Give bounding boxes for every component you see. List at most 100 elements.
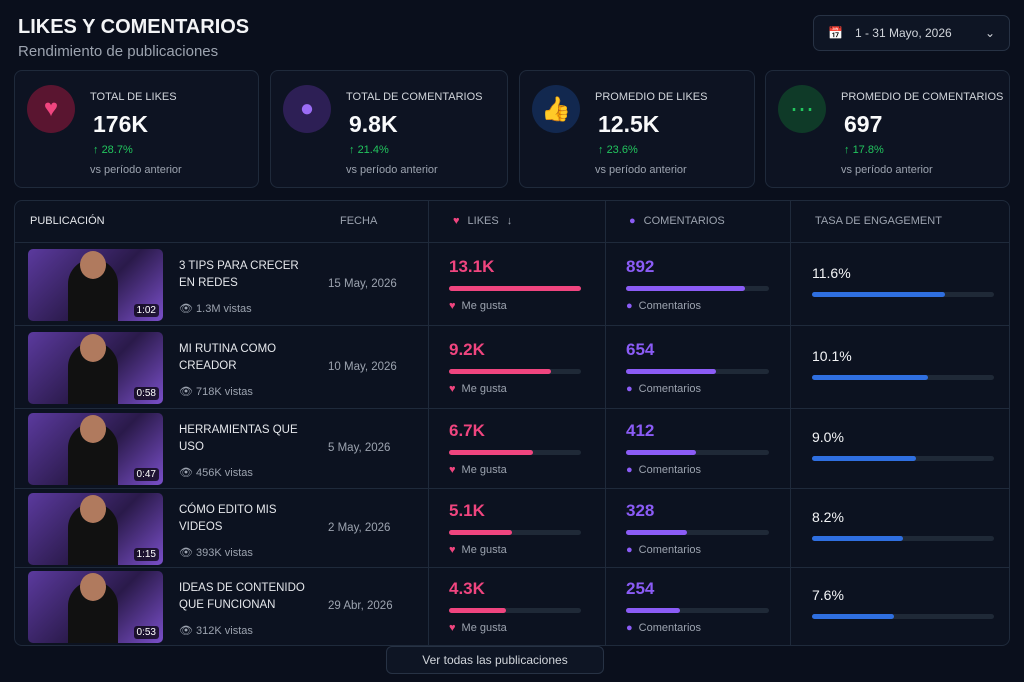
views-value: 312K vistas bbox=[196, 625, 253, 637]
engagement-bar bbox=[812, 456, 994, 461]
view-all-button[interactable]: Ver todas las publicaciones bbox=[386, 646, 604, 674]
likes-value: 4.3K bbox=[449, 579, 485, 598]
thumbs-up-icon: 👍 bbox=[532, 85, 580, 133]
posts-table: PUBLICACIÓN FECHA ♥ LIKES ↓ ● COMENTARIOS T… bbox=[14, 200, 1010, 646]
eye-icon: 👁 bbox=[179, 467, 193, 479]
views-value: 456K vistas bbox=[196, 467, 253, 479]
table-row[interactable]: 1:02 3 TIPS PARA CRECER EN REDES 👁 1.3M … bbox=[15, 242, 1009, 325]
post-thumbnail[interactable]: 1:15 bbox=[28, 492, 163, 565]
post-thumbnail[interactable]: 0:53 bbox=[28, 571, 163, 643]
stat-change: ↑ 28.7% bbox=[93, 144, 133, 156]
comments-sub: ● Comentarios bbox=[626, 383, 701, 395]
stat-subtext: vs período anterior bbox=[90, 164, 182, 176]
arrow-up-icon: ↑ bbox=[349, 144, 355, 156]
likes-bar bbox=[449, 608, 581, 613]
video-duration: 0:47 bbox=[133, 468, 159, 481]
video-duration: 1:02 bbox=[133, 303, 159, 317]
table-row[interactable]: 0:47 HERRAMIENTAS QUE USO 👁 456K vistas … bbox=[15, 408, 1009, 488]
post-thumbnail[interactable]: 1:02 bbox=[28, 248, 163, 321]
comments-bar bbox=[626, 608, 769, 613]
comments-sub: ● Comentarios bbox=[626, 464, 701, 476]
post-date: 10 May, 2026 bbox=[328, 360, 397, 373]
comments-sub-label: Comentarios bbox=[638, 622, 702, 634]
video-duration: 0:58 bbox=[133, 386, 159, 400]
header-comments[interactable]: ● COMENTARIOS bbox=[629, 215, 725, 227]
stat-label: TOTAL DE LIKES bbox=[90, 91, 177, 103]
date-range-picker[interactable]: 📅 1 - 31 Mayo, 2026 ⌄ bbox=[813, 15, 1010, 51]
heart-icon: ♥ bbox=[453, 215, 460, 227]
engagement-value: 8.2% bbox=[812, 508, 844, 525]
post-thumbnail[interactable]: 0:47 bbox=[28, 413, 163, 485]
chat-dots-icon: ⋯ bbox=[778, 85, 826, 133]
comments-value: 328 bbox=[626, 500, 655, 520]
stat-label: TOTAL DE COMENTARIOS bbox=[346, 91, 483, 103]
stat-change-value: 17.8% bbox=[852, 144, 884, 156]
header-post[interactable]: PUBLICACIÓN bbox=[30, 215, 105, 227]
stat-card: 👍 PROMEDIO DE LIKES 12.5K ↑ 23.6% vs per… bbox=[519, 70, 755, 188]
comment-icon: ● bbox=[283, 85, 331, 133]
stat-subtext: vs período anterior bbox=[841, 164, 933, 176]
table-row[interactable]: 0:58 MI RUTINA COMO CREADOR 👁 718K vista… bbox=[15, 325, 1009, 408]
stat-change-value: 21.4% bbox=[357, 144, 389, 156]
likes-value: 5.1K bbox=[449, 500, 485, 520]
stat-change: ↑ 21.4% bbox=[349, 144, 389, 156]
page-subtitle: Rendimiento de publicaciones bbox=[18, 43, 219, 60]
calendar-icon: 📅 bbox=[828, 26, 843, 40]
engagement-bar bbox=[812, 291, 994, 297]
likes-sub-label: Me gusta bbox=[461, 543, 507, 556]
post-title[interactable]: 3 TIPS PARA CRECER EN REDES bbox=[179, 259, 299, 289]
comment-icon: ● bbox=[626, 382, 633, 395]
likes-bar bbox=[449, 529, 581, 535]
engagement-value: 9.0% bbox=[812, 429, 844, 445]
likes-sub: ♥ Me gusta bbox=[449, 300, 507, 312]
comments-value: 254 bbox=[626, 579, 655, 598]
engagement-value: 7.6% bbox=[812, 587, 844, 603]
engagement-bar bbox=[812, 535, 994, 541]
post-title[interactable]: HERRAMIENTAS QUE USO bbox=[179, 424, 298, 453]
comments-bar bbox=[626, 529, 769, 535]
stat-change: ↑ 23.6% bbox=[598, 144, 638, 156]
sort-down-icon: ↓ bbox=[506, 215, 513, 227]
comments-bar bbox=[626, 450, 769, 455]
post-views: 👁 456K vistas bbox=[179, 466, 253, 479]
comment-icon: ● bbox=[626, 543, 633, 556]
heart-icon: ♥ bbox=[449, 464, 456, 476]
likes-sub: ♥ Me gusta bbox=[449, 544, 507, 556]
post-thumbnail[interactable]: 0:58 bbox=[28, 331, 163, 404]
comment-icon: ● bbox=[626, 464, 633, 476]
post-title[interactable]: IDEAS DE CONTENIDO QUE FUNCIONAN bbox=[179, 582, 305, 611]
header-date[interactable]: FECHA bbox=[340, 215, 378, 227]
stat-card: ● TOTAL DE COMENTARIOS 9.8K ↑ 21.4% vs p… bbox=[270, 70, 508, 188]
likes-value: 6.7K bbox=[449, 421, 485, 440]
post-title[interactable]: CÓMO EDITO MIS VIDEOS bbox=[179, 503, 277, 533]
views-value: 718K vistas bbox=[196, 385, 253, 398]
stat-value: 176K bbox=[93, 111, 148, 137]
video-duration: 1:15 bbox=[133, 547, 159, 561]
table-row[interactable]: 0:53 IDEAS DE CONTENIDO QUE FUNCIONAN 👁 … bbox=[15, 567, 1009, 645]
post-views: 👁 393K vistas bbox=[179, 546, 253, 559]
heart-icon: ♥ bbox=[449, 299, 456, 312]
page-title: LIKES Y COMENTARIOS bbox=[18, 16, 250, 38]
stat-card: ♥ TOTAL DE LIKES 176K ↑ 28.7% vs período… bbox=[14, 70, 259, 188]
header-likes[interactable]: ♥ LIKES ↓ bbox=[453, 215, 512, 227]
header-likes-label: LIKES bbox=[467, 215, 499, 227]
post-title[interactable]: MI RUTINA COMO CREADOR bbox=[179, 342, 277, 372]
likes-sub: ♥ Me gusta bbox=[449, 464, 507, 476]
header-engagement[interactable]: TASA DE ENGAGEMENT bbox=[815, 215, 942, 227]
engagement-bar bbox=[812, 614, 994, 619]
post-views: 👁 312K vistas bbox=[179, 624, 253, 637]
stat-value: 9.8K bbox=[349, 111, 398, 137]
comment-icon: ● bbox=[626, 622, 633, 634]
likes-sub-label: Me gusta bbox=[461, 299, 507, 312]
chevron-down-icon: ⌄ bbox=[984, 26, 995, 40]
likes-sub: ♥ Me gusta bbox=[449, 622, 507, 634]
comments-sub: ● Comentarios bbox=[626, 300, 701, 312]
post-date: 15 May, 2026 bbox=[328, 277, 397, 290]
table-row[interactable]: 1:15 CÓMO EDITO MIS VIDEOS 👁 393K vistas… bbox=[15, 488, 1009, 567]
comments-sub-label: Comentarios bbox=[638, 543, 702, 556]
heart-icon: ♥ bbox=[27, 85, 75, 133]
likes-bar bbox=[449, 285, 581, 291]
comments-bar bbox=[626, 368, 769, 374]
comment-icon: ● bbox=[629, 215, 636, 227]
stat-label: PROMEDIO DE COMENTARIOS bbox=[841, 91, 1004, 103]
